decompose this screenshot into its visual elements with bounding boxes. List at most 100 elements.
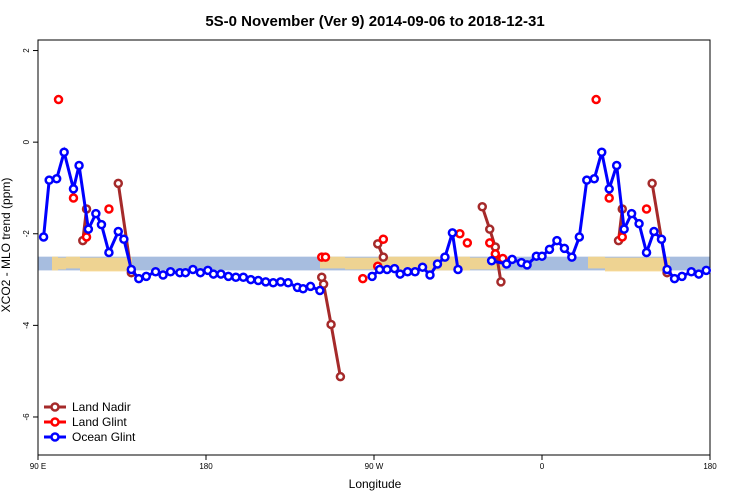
x-axis-label: Longitude [349, 477, 402, 491]
data-point [552, 235, 562, 246]
data-point [165, 267, 176, 277]
data-point [74, 160, 84, 171]
data-point [59, 147, 69, 157]
data-point [447, 228, 458, 238]
legend-label: Ocean Glint [72, 430, 136, 444]
data-point [507, 254, 517, 265]
data-point [216, 269, 226, 279]
land-patch [588, 256, 605, 269]
x-tick-label: 0 [540, 462, 545, 471]
series-line [81, 183, 669, 377]
data-point [669, 273, 680, 284]
data-point [694, 269, 704, 279]
data-point [283, 278, 293, 288]
data-point [656, 234, 667, 245]
data-point [402, 267, 413, 277]
data-point [378, 252, 389, 262]
y-tick-label: -2 [22, 230, 31, 238]
data-point [440, 252, 450, 262]
land-patch [470, 257, 505, 270]
data-point [490, 249, 501, 259]
data-point [567, 252, 577, 262]
legend-marker [50, 417, 60, 427]
data-point [68, 184, 79, 194]
data-point [484, 238, 495, 248]
data-point [395, 269, 405, 279]
data-point [335, 371, 346, 382]
data-point [305, 281, 316, 292]
data-point [574, 232, 585, 242]
x-tick-label: 180 [703, 462, 717, 471]
data-point [462, 238, 473, 248]
data-point [432, 259, 443, 269]
data-point [113, 226, 124, 237]
data-point [53, 94, 64, 105]
data-point [677, 271, 687, 282]
data-point [81, 232, 92, 242]
land-patch [52, 256, 58, 271]
y-tick-label: 2 [22, 48, 31, 53]
data-point [51, 174, 62, 184]
data-point [626, 208, 637, 219]
data-point [634, 218, 644, 229]
plot-frame [37, 39, 711, 456]
data-point [647, 178, 657, 189]
y-axis-label: XCO2 - MLO trend (ppm) [0, 178, 13, 313]
data-point [589, 174, 600, 184]
data-point [596, 147, 607, 157]
data-point [378, 234, 389, 245]
data-point [260, 277, 271, 287]
legend-label: Land Nadir [72, 400, 131, 414]
data-point [455, 229, 465, 239]
data-point [641, 247, 652, 258]
data-point [104, 204, 114, 214]
data-point [44, 175, 54, 185]
data-point [501, 259, 512, 269]
data-point [38, 232, 49, 242]
legend-label: Land Glint [72, 415, 127, 429]
data-point [126, 264, 137, 275]
data-point [134, 273, 144, 284]
data-point [208, 269, 219, 279]
y-tick-label: -4 [22, 321, 31, 329]
data-point [662, 264, 672, 275]
land-patch [80, 257, 132, 272]
land-patch [66, 256, 80, 269]
data-point [113, 178, 124, 189]
land-patch [605, 257, 670, 272]
x-tick-label: 90 E [30, 462, 46, 471]
data-point [320, 252, 331, 262]
data-point [246, 274, 256, 285]
data-point [486, 256, 497, 266]
data-point [417, 262, 428, 272]
data-point [453, 264, 463, 275]
data-point [611, 160, 622, 171]
data-point [315, 285, 325, 296]
data-point [68, 193, 79, 203]
data-point [298, 283, 308, 294]
data-point [367, 271, 377, 282]
data-point [604, 193, 614, 203]
data-point [358, 273, 368, 284]
data-point [582, 175, 592, 185]
data-point [372, 239, 383, 249]
data-point [544, 244, 555, 255]
data-point [522, 260, 532, 270]
data-point [591, 94, 601, 105]
data-point [477, 201, 488, 212]
legend-marker [50, 432, 60, 442]
data-point [141, 271, 152, 282]
data-point [537, 251, 547, 261]
data-point [104, 247, 114, 258]
data-point [180, 267, 191, 278]
data-point [425, 270, 435, 280]
data-point [195, 267, 206, 278]
data-point [253, 275, 264, 286]
data-point [91, 208, 101, 219]
data-point [150, 267, 161, 277]
y-tick-label: -6 [22, 413, 31, 421]
data-point [559, 243, 570, 254]
data-point [619, 224, 629, 234]
